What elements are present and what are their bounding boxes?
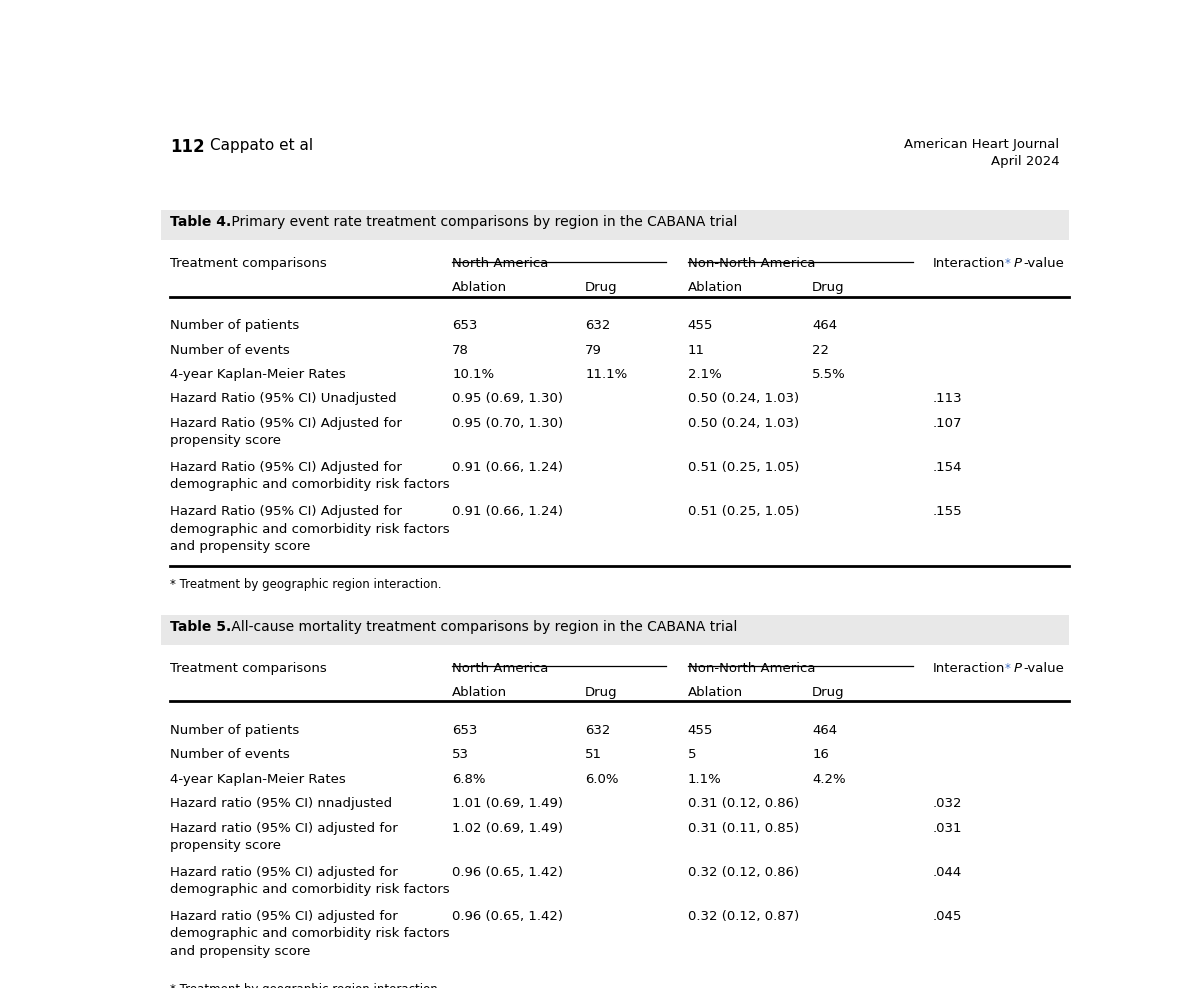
Text: P: P <box>1014 662 1022 675</box>
Text: Cappato et al: Cappato et al <box>210 137 313 152</box>
Text: 632: 632 <box>586 319 611 332</box>
Text: 1.02 (0.69, 1.49): 1.02 (0.69, 1.49) <box>452 821 563 835</box>
Text: Treatment comparisons: Treatment comparisons <box>170 662 328 675</box>
Text: Non-North America: Non-North America <box>688 257 815 270</box>
Text: Ablation: Ablation <box>452 686 508 700</box>
Text: 6.8%: 6.8% <box>452 773 486 785</box>
Text: 2.1%: 2.1% <box>688 369 721 381</box>
Text: 22: 22 <box>812 344 829 357</box>
Text: .045: .045 <box>934 910 962 923</box>
Text: 11.1%: 11.1% <box>586 369 628 381</box>
Text: *: * <box>1004 662 1010 675</box>
Text: 0.96 (0.65, 1.42): 0.96 (0.65, 1.42) <box>452 910 563 923</box>
Text: Table 4.: Table 4. <box>170 215 232 229</box>
Bar <box>161 615 1069 645</box>
Text: North America: North America <box>452 662 548 675</box>
Text: Interaction: Interaction <box>934 257 1006 270</box>
Text: 0.50 (0.24, 1.03): 0.50 (0.24, 1.03) <box>688 417 799 430</box>
Text: 0.51 (0.25, 1.05): 0.51 (0.25, 1.05) <box>688 505 799 518</box>
Text: All-cause mortality treatment comparisons by region in the CABANA trial: All-cause mortality treatment comparison… <box>227 619 738 634</box>
Text: 1.01 (0.69, 1.49): 1.01 (0.69, 1.49) <box>452 797 563 810</box>
Text: *: * <box>1004 257 1010 270</box>
Text: Hazard Ratio (95% CI) Adjusted for
demographic and comorbidity risk factors: Hazard Ratio (95% CI) Adjusted for demog… <box>170 461 450 491</box>
Text: Drug: Drug <box>586 686 618 700</box>
Text: Ablation: Ablation <box>688 686 743 700</box>
Text: .032: .032 <box>934 797 962 810</box>
Text: Hazard ratio (95% CI) nnadjusted: Hazard ratio (95% CI) nnadjusted <box>170 797 392 810</box>
Text: 51: 51 <box>586 749 602 762</box>
Text: 0.31 (0.11, 0.85): 0.31 (0.11, 0.85) <box>688 821 799 835</box>
Text: Drug: Drug <box>812 686 845 700</box>
Text: 0.91 (0.66, 1.24): 0.91 (0.66, 1.24) <box>452 461 563 474</box>
Text: 0.95 (0.69, 1.30): 0.95 (0.69, 1.30) <box>452 392 563 405</box>
Text: 464: 464 <box>812 724 838 737</box>
Text: 653: 653 <box>452 319 478 332</box>
Text: Interaction: Interaction <box>934 662 1006 675</box>
Text: Hazard ratio (95% CI) adjusted for
propensity score: Hazard ratio (95% CI) adjusted for prope… <box>170 821 398 852</box>
Text: Drug: Drug <box>586 282 618 294</box>
Text: 464: 464 <box>812 319 838 332</box>
Text: -value: -value <box>1024 257 1064 270</box>
Text: 0.51 (0.25, 1.05): 0.51 (0.25, 1.05) <box>688 461 799 474</box>
Text: Hazard ratio (95% CI) adjusted for
demographic and comorbidity risk factors
and : Hazard ratio (95% CI) adjusted for demog… <box>170 910 450 957</box>
Text: .155: .155 <box>934 505 962 518</box>
Text: Primary event rate treatment comparisons by region in the CABANA trial: Primary event rate treatment comparisons… <box>227 215 738 229</box>
Text: Number of events: Number of events <box>170 344 290 357</box>
Text: * Treatment by geographic region interaction.: * Treatment by geographic region interac… <box>170 983 442 988</box>
Text: 4.2%: 4.2% <box>812 773 846 785</box>
Text: North America: North America <box>452 257 548 270</box>
Text: .031: .031 <box>934 821 962 835</box>
Text: 16: 16 <box>812 749 829 762</box>
Text: * Treatment by geographic region interaction.: * Treatment by geographic region interac… <box>170 578 442 591</box>
Text: Ablation: Ablation <box>452 282 508 294</box>
Text: Ablation: Ablation <box>688 282 743 294</box>
Text: Hazard Ratio (95% CI) Adjusted for
propensity score: Hazard Ratio (95% CI) Adjusted for prope… <box>170 417 402 448</box>
Text: 78: 78 <box>452 344 469 357</box>
Text: 0.96 (0.65, 1.42): 0.96 (0.65, 1.42) <box>452 865 563 878</box>
Text: 0.31 (0.12, 0.86): 0.31 (0.12, 0.86) <box>688 797 799 810</box>
Text: Drug: Drug <box>812 282 845 294</box>
Text: .113: .113 <box>934 392 962 405</box>
Text: 455: 455 <box>688 319 713 332</box>
Text: 0.50 (0.24, 1.03): 0.50 (0.24, 1.03) <box>688 392 799 405</box>
Text: 5: 5 <box>688 749 696 762</box>
Text: .154: .154 <box>934 461 962 474</box>
Text: 5.5%: 5.5% <box>812 369 846 381</box>
Text: Number of events: Number of events <box>170 749 290 762</box>
Text: 632: 632 <box>586 724 611 737</box>
Text: 0.91 (0.66, 1.24): 0.91 (0.66, 1.24) <box>452 505 563 518</box>
Text: 112: 112 <box>170 137 205 155</box>
Text: Number of patients: Number of patients <box>170 319 300 332</box>
Text: 6.0%: 6.0% <box>586 773 619 785</box>
Bar <box>161 209 1069 240</box>
Text: 455: 455 <box>688 724 713 737</box>
Text: 0.95 (0.70, 1.30): 0.95 (0.70, 1.30) <box>452 417 563 430</box>
Text: Non-North America: Non-North America <box>688 662 815 675</box>
Text: American Heart Journal: American Heart Journal <box>905 137 1060 150</box>
Text: 4-year Kaplan-Meier Rates: 4-year Kaplan-Meier Rates <box>170 773 347 785</box>
Text: Hazard ratio (95% CI) adjusted for
demographic and comorbidity risk factors: Hazard ratio (95% CI) adjusted for demog… <box>170 865 450 896</box>
Text: -value: -value <box>1024 662 1064 675</box>
Text: 1.1%: 1.1% <box>688 773 721 785</box>
Text: Hazard Ratio (95% CI) Unadjusted: Hazard Ratio (95% CI) Unadjusted <box>170 392 397 405</box>
Text: .107: .107 <box>934 417 962 430</box>
Text: Table 5.: Table 5. <box>170 619 232 634</box>
Text: Treatment comparisons: Treatment comparisons <box>170 257 328 270</box>
Text: Number of patients: Number of patients <box>170 724 300 737</box>
Text: 653: 653 <box>452 724 478 737</box>
Text: 0.32 (0.12, 0.86): 0.32 (0.12, 0.86) <box>688 865 799 878</box>
Text: P: P <box>1014 257 1022 270</box>
Text: 4-year Kaplan-Meier Rates: 4-year Kaplan-Meier Rates <box>170 369 347 381</box>
Text: 53: 53 <box>452 749 469 762</box>
Text: .044: .044 <box>934 865 962 878</box>
Text: 10.1%: 10.1% <box>452 369 494 381</box>
Text: 79: 79 <box>586 344 602 357</box>
Text: 11: 11 <box>688 344 704 357</box>
Text: 0.32 (0.12, 0.87): 0.32 (0.12, 0.87) <box>688 910 799 923</box>
Text: April 2024: April 2024 <box>991 155 1060 168</box>
Text: Hazard Ratio (95% CI) Adjusted for
demographic and comorbidity risk factors
and : Hazard Ratio (95% CI) Adjusted for demog… <box>170 505 450 553</box>
